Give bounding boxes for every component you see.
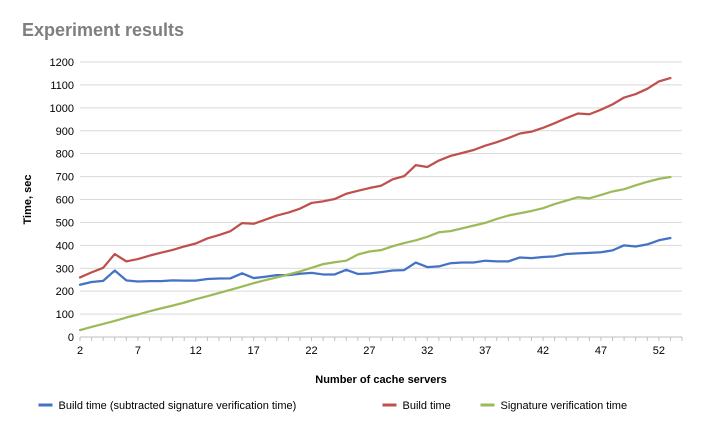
series-line-1 <box>78 236 672 286</box>
x-tick-label: 37 <box>479 345 491 357</box>
y-tick-label: 100 <box>56 309 74 321</box>
tick-labels: 0 100 200 300 400 500 600 700 800 900 1000 1100 1200… <box>50 57 665 357</box>
y-tick-label: 800 <box>56 149 74 161</box>
chart-title: Experiment results <box>22 20 185 40</box>
y-tick-label: 700 <box>56 172 74 184</box>
x-tick-label: 12 <box>190 345 202 357</box>
x-tick-label: 22 <box>305 345 317 357</box>
y-tick-label: 200 <box>56 286 74 298</box>
y-tick-label: 300 <box>56 263 74 275</box>
x-tick-label: 17 <box>248 345 260 357</box>
series-line-2 <box>78 76 672 279</box>
x-tick-label: 52 <box>653 345 665 357</box>
y-tick-label: 900 <box>56 126 74 138</box>
gridlines <box>80 61 682 315</box>
y-tick-label: 1000 <box>50 103 74 115</box>
series-lines <box>78 76 672 332</box>
legend-label-1: Build time (subtracted signature verific… <box>59 400 297 412</box>
x-tick-label: 47 <box>595 345 607 357</box>
y-tick-label: 1200 <box>50 57 74 69</box>
x-tick-label: 27 <box>363 345 375 357</box>
x-tick-label: 7 <box>135 345 141 357</box>
x-tick-label: 42 <box>537 345 549 357</box>
y-tick-label: 600 <box>56 195 74 207</box>
y-tick-label: 500 <box>56 217 74 229</box>
legend-label-3: Signature verification time <box>501 400 628 412</box>
y-tick-label: 0 <box>68 332 74 344</box>
series-line-3 <box>78 175 672 332</box>
legend: Build time (subtracted signature verific… <box>38 400 628 412</box>
y-tick-label: 400 <box>56 240 74 252</box>
y-tick-label: 1100 <box>50 80 74 92</box>
axes <box>79 336 683 341</box>
x-tick-label: 32 <box>421 345 433 357</box>
y-axis-title: Time, sec <box>22 175 34 225</box>
legend-label-2: Build time <box>403 400 451 412</box>
x-tick-label: 2 <box>77 345 83 357</box>
x-axis-title: Number of cache servers <box>315 374 446 386</box>
